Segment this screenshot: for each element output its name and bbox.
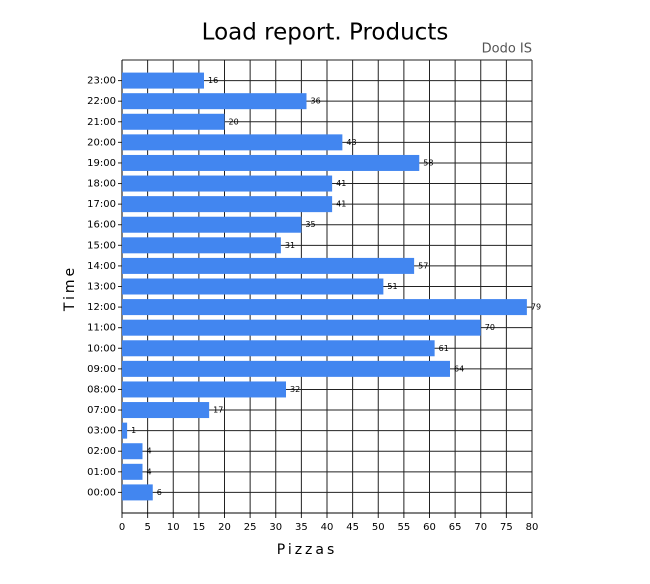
bar — [122, 463, 143, 480]
value-label: 58 — [423, 158, 433, 167]
bar — [122, 299, 527, 316]
bar — [122, 319, 481, 336]
y-tick-label: 15:00 — [87, 240, 116, 251]
bar — [122, 72, 204, 89]
bar — [122, 216, 302, 233]
y-tick-label: 22:00 — [87, 96, 116, 107]
value-label: 51 — [387, 282, 397, 291]
bar — [122, 443, 143, 460]
value-label: 36 — [311, 97, 321, 106]
y-tick-label: 16:00 — [87, 220, 116, 231]
value-label: 16 — [208, 76, 218, 85]
y-tick-label: 20:00 — [87, 137, 116, 148]
bar — [122, 93, 307, 110]
value-label: 61 — [439, 344, 449, 353]
y-tick-label: 12:00 — [87, 302, 116, 313]
x-tick-label: 15 — [193, 522, 206, 533]
value-label: 31 — [285, 241, 295, 250]
y-tick-label: 08:00 — [87, 384, 116, 395]
x-tick-label: 55 — [398, 522, 411, 533]
y-tick-label: 23:00 — [87, 76, 116, 87]
x-tick-label: 0 — [119, 522, 125, 533]
y-tick-label: 13:00 — [87, 282, 116, 293]
x-tick-label: 20 — [218, 522, 231, 533]
bar — [122, 340, 435, 357]
x-tick-label: 80 — [526, 522, 539, 533]
bar — [122, 278, 384, 295]
bar — [122, 175, 333, 192]
y-tick-label: 03:00 — [87, 426, 116, 437]
value-label: 43 — [346, 138, 356, 147]
y-tick-label: 11:00 — [87, 323, 116, 334]
value-label: 70 — [485, 323, 495, 332]
x-tick-label: 40 — [321, 522, 334, 533]
x-tick-label: 70 — [474, 522, 487, 533]
y-axis-label: Time — [62, 265, 78, 312]
x-tick-label: 65 — [449, 522, 462, 533]
y-tick-label: 02:00 — [87, 446, 116, 457]
y-tick-label: 09:00 — [87, 364, 116, 375]
x-tick-label: 60 — [423, 522, 436, 533]
bar — [122, 196, 333, 213]
x-tick-label: 25 — [244, 522, 257, 533]
value-label: 41 — [336, 179, 346, 188]
bar — [122, 154, 420, 171]
x-tick-label: 10 — [167, 522, 180, 533]
x-tick-label: 75 — [500, 522, 513, 533]
value-label: 57 — [418, 261, 428, 270]
value-label: 1 — [131, 426, 136, 435]
x-tick-label: 35 — [295, 522, 308, 533]
value-label: 17 — [213, 406, 223, 415]
x-tick-label: 50 — [372, 522, 385, 533]
value-label: 35 — [305, 220, 315, 229]
y-tick-label: 10:00 — [87, 343, 116, 354]
value-label: 32 — [290, 385, 300, 394]
y-tick-label: 00:00 — [87, 487, 116, 498]
y-tick-label: 19:00 — [87, 158, 116, 169]
value-label: 64 — [454, 364, 464, 373]
value-label: 20 — [229, 117, 239, 126]
bar — [122, 360, 450, 377]
value-label: 79 — [531, 303, 541, 312]
y-tick-label: 14:00 — [87, 261, 116, 272]
bar — [122, 237, 281, 254]
value-label: 4 — [147, 467, 152, 476]
bar — [122, 381, 286, 398]
y-tick-label: 21:00 — [87, 117, 116, 128]
x-tick-label: 5 — [144, 522, 150, 533]
x-tick-label: 45 — [346, 522, 359, 533]
y-tick-label: 17:00 — [87, 199, 116, 210]
bar — [122, 134, 343, 151]
y-tick-label: 18:00 — [87, 179, 116, 190]
bar — [122, 422, 128, 439]
bar — [122, 257, 415, 274]
value-label: 41 — [336, 200, 346, 209]
x-axis-label: Pizzas — [277, 542, 338, 558]
value-label: 4 — [147, 447, 152, 456]
bar — [122, 113, 225, 130]
chart-subtitle: Dodo IS — [482, 42, 532, 57]
chart-title: Load report. Products — [202, 20, 449, 46]
bar — [122, 402, 210, 419]
bar — [122, 484, 153, 501]
y-tick-label: 01:00 — [87, 467, 116, 478]
x-tick-label: 30 — [269, 522, 282, 533]
y-tick-label: 07:00 — [87, 405, 116, 416]
value-label: 6 — [157, 488, 162, 497]
